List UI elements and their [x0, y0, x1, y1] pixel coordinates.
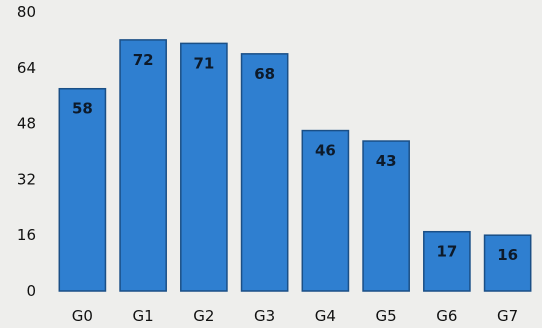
y-tick-label: 48	[17, 115, 36, 133]
x-category-label: G3	[254, 307, 275, 325]
bar-series	[58, 39, 532, 292]
data-label: 17	[436, 243, 457, 261]
x-category-label: G4	[315, 307, 336, 325]
x-category-label: G7	[497, 307, 518, 325]
data-label: 16	[497, 246, 518, 264]
data-label: 72	[133, 51, 154, 69]
data-label: 71	[193, 54, 214, 72]
data-labels: 58 72 71 68 46 43 17 16	[72, 51, 518, 264]
y-tick-label: 32	[17, 170, 36, 188]
y-tick-label: 64	[17, 59, 36, 77]
x-category-label: G6	[436, 307, 457, 325]
x-category-label: G2	[193, 307, 214, 325]
y-tick-label: 16	[17, 226, 36, 244]
bar-g4	[301, 129, 350, 292]
bar-g1	[119, 39, 167, 292]
x-category-label: G1	[133, 307, 154, 325]
bar-g7	[483, 234, 532, 292]
y-tick-label: 80	[17, 3, 36, 21]
bar-g6	[423, 230, 471, 292]
x-category-label: G0	[72, 307, 93, 325]
data-label: 46	[315, 142, 336, 160]
y-tick-label: 0	[26, 282, 36, 300]
x-category-label: G5	[376, 307, 397, 325]
y-axis: 0 16 32 48 64 80	[17, 3, 36, 300]
bar-g0	[58, 87, 107, 292]
data-label: 58	[72, 100, 93, 118]
bar-g5	[362, 140, 410, 292]
x-axis: G0 G1 G2 G3 G4 G5 G6 G7	[72, 307, 518, 325]
bar-g2	[180, 42, 228, 292]
data-label: 68	[254, 65, 275, 83]
data-label: 43	[376, 152, 397, 170]
bar-g3	[240, 53, 289, 292]
